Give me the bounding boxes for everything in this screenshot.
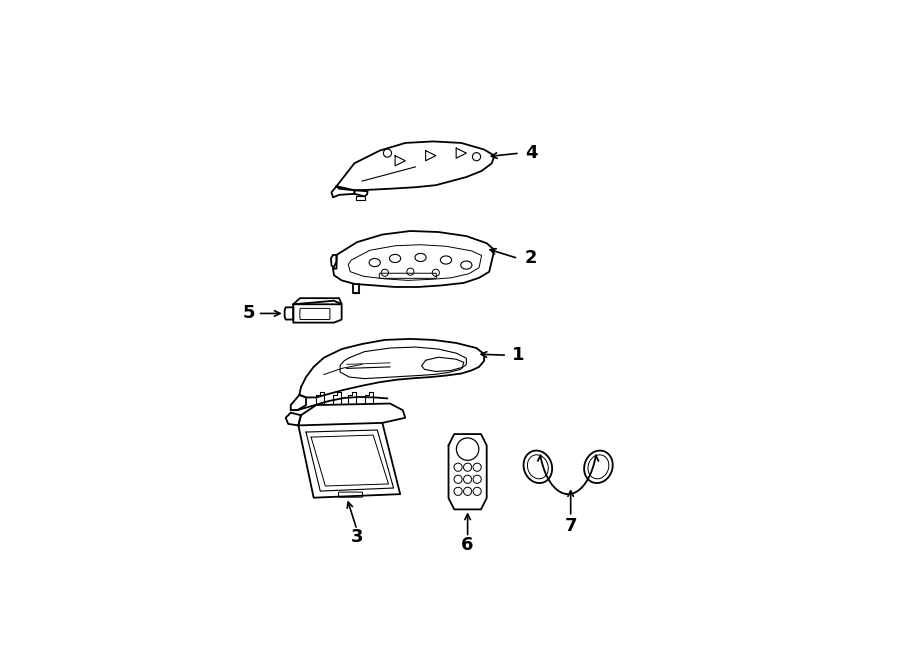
Text: 5: 5 xyxy=(242,305,255,323)
Text: 6: 6 xyxy=(462,536,474,554)
Text: 2: 2 xyxy=(524,249,536,268)
Text: 3: 3 xyxy=(351,528,364,547)
Text: 1: 1 xyxy=(512,346,525,364)
Text: 7: 7 xyxy=(564,517,577,535)
Text: 4: 4 xyxy=(525,144,537,162)
